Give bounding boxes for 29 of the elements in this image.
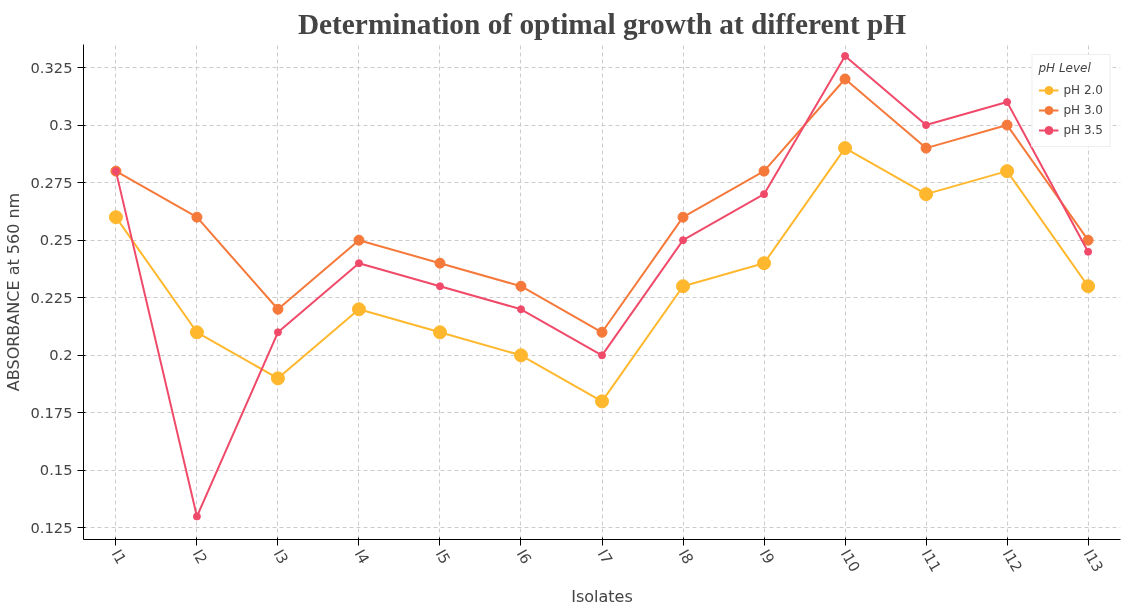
x-tick-label: I7 (594, 546, 617, 567)
y-tick-label: 0.3 (49, 116, 73, 134)
y-tick-label: 0.125 (30, 518, 73, 536)
x-tick-label: I9 (756, 546, 779, 567)
x-tick-label: I13 (1080, 546, 1107, 575)
x-tick-label: I11 (918, 546, 945, 575)
legend-title: pH Level (1038, 61, 1092, 75)
y-tick-label: 0.175 (30, 403, 73, 421)
y-axis-title: ABSORBANCE at 560 nm (3, 192, 23, 392)
chart-title: Determination of optimal growth at different pH (297, 7, 907, 40)
x-tick-label: I4 (351, 546, 374, 567)
y-tick-label: 0.275 (30, 173, 73, 191)
y-tick-label: 0.2 (49, 346, 73, 364)
legend-label: pH 3.5 (1063, 123, 1103, 137)
x-tick-label: I2 (189, 546, 212, 567)
x-tick-label: I6 (513, 546, 536, 567)
x-tick-label: I3 (270, 546, 293, 567)
y-tick-label: 0.325 (30, 58, 73, 76)
x-tick-label: I10 (837, 546, 864, 575)
legend-label: pH 2.0 (1063, 83, 1103, 97)
x-tick-label: I12 (999, 546, 1026, 575)
x-axis-title: Isolates (571, 586, 633, 606)
y-tick-label: 0.225 (30, 288, 73, 306)
y-tick-label: 0.25 (39, 231, 73, 249)
x-tick-label: I5 (432, 546, 455, 567)
x-tick-label: I8 (675, 546, 698, 567)
y-tick-label: 0.15 (39, 461, 73, 479)
x-tick-label: I1 (108, 546, 131, 567)
legend-label: pH 3.0 (1063, 103, 1103, 117)
